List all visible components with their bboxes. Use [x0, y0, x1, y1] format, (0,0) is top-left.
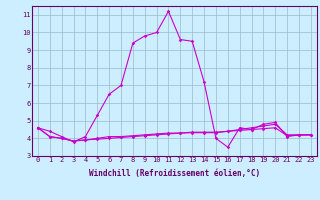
X-axis label: Windchill (Refroidissement éolien,°C): Windchill (Refroidissement éolien,°C) — [89, 169, 260, 178]
